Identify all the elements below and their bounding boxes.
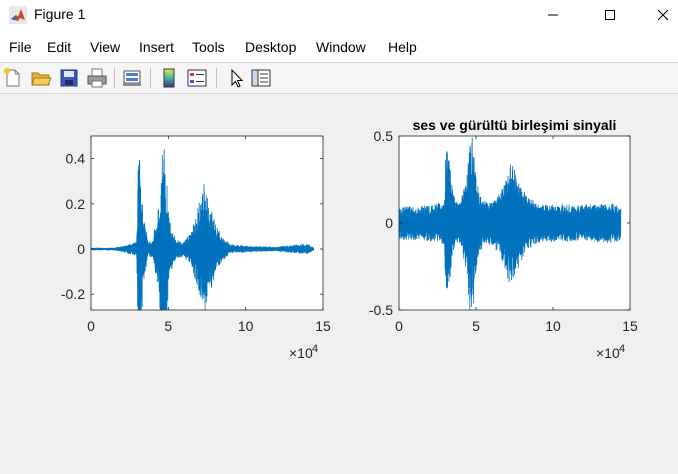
open-file-icon[interactable] — [30, 67, 52, 89]
y-tick-label: 0.5 — [374, 128, 394, 144]
y-tick-label: -0.2 — [61, 286, 85, 302]
title-bar: Figure 1 — [0, 0, 678, 30]
y-tick-label: -0.5 — [369, 302, 393, 318]
axes-frame — [90, 135, 324, 311]
toolbar — [0, 62, 678, 94]
toolbar-separator — [216, 68, 217, 88]
y-tick-label: 0.4 — [66, 151, 86, 167]
property-inspector-icon[interactable] — [250, 67, 272, 89]
x-tick-label: 10 — [238, 318, 254, 334]
x-tick-label: 10 — [545, 318, 561, 334]
x-exponent-label: ×10 — [596, 345, 620, 361]
y-tick-label: 0.2 — [66, 196, 86, 212]
maximize-icon — [605, 10, 615, 20]
menu-view[interactable]: View — [90, 39, 121, 55]
menu-edit[interactable]: Edit — [47, 39, 72, 55]
edit-plot-icon[interactable] — [225, 67, 247, 89]
maximize-button[interactable] — [587, 0, 633, 30]
signal-line — [91, 149, 315, 310]
x-tick-label: 5 — [164, 318, 172, 334]
axes-title: ses ve gürültü birleşimi sinyali — [413, 117, 617, 133]
x-tick-label: 5 — [472, 318, 480, 334]
x-exponent-label: ×10 — [289, 345, 313, 361]
signal-line — [399, 137, 622, 310]
new-figure-icon[interactable] — [2, 67, 24, 89]
x-tick-label: 15 — [622, 318, 638, 334]
close-icon — [657, 9, 669, 21]
save-icon[interactable] — [58, 67, 80, 89]
print-icon[interactable] — [86, 67, 108, 89]
minimize-button[interactable] — [530, 0, 576, 30]
menu-file[interactable]: File — [9, 39, 32, 55]
x-tick-label: 0 — [87, 318, 95, 334]
x-exponent-power: 4 — [619, 343, 625, 355]
window-title: Figure 1 — [34, 6, 86, 22]
close-button[interactable] — [640, 0, 678, 30]
menu-window[interactable]: Window — [316, 39, 366, 55]
menu-tools[interactable]: Tools — [192, 39, 225, 55]
menu-help[interactable]: Help — [388, 39, 417, 55]
axes-1: 0 5 10 15-0.200.20.4×10 4 — [61, 135, 331, 361]
toolbar-separator — [150, 68, 151, 88]
menu-insert[interactable]: Insert — [139, 39, 175, 55]
menu-bar: File Edit View Insert Tools Desktop Wind… — [0, 30, 678, 62]
matlab-logo-icon — [9, 6, 27, 24]
y-tick-label: 0 — [385, 215, 393, 231]
minimize-icon — [548, 14, 558, 16]
legend-icon[interactable] — [186, 67, 208, 89]
x-tick-label: 15 — [315, 318, 331, 334]
toolbar-separator — [114, 68, 115, 88]
y-tick-label: 0 — [77, 241, 85, 257]
x-exponent-power: 4 — [312, 343, 318, 355]
x-tick-label: 0 — [395, 318, 403, 334]
menu-desktop[interactable]: Desktop — [245, 39, 297, 55]
link-plot-icon[interactable] — [121, 67, 143, 89]
colorbar-icon[interactable] — [158, 67, 180, 89]
